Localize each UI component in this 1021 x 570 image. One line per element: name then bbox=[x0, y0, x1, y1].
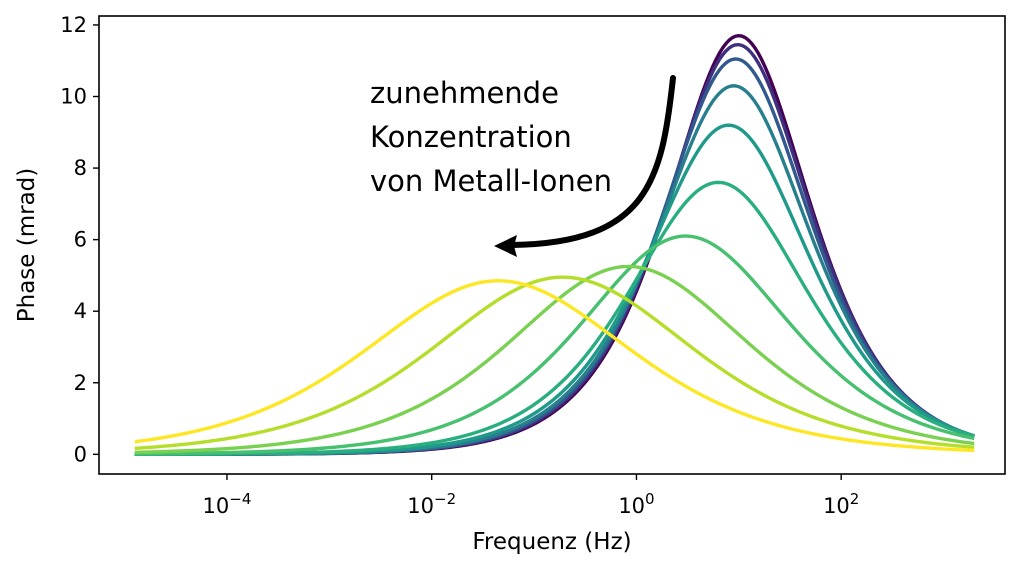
annotation-line-1: zunehmende bbox=[370, 76, 559, 110]
tick-layer: 0 2 4 6 8 10 12 10−4 10−2 100 102 bbox=[60, 13, 859, 518]
y-tick-label: 10 bbox=[60, 85, 87, 109]
x-tick-label: 102 bbox=[823, 490, 859, 518]
series-line-c10 bbox=[134, 279, 975, 453]
series-line-c6 bbox=[134, 180, 975, 456]
annotation-arrow-head bbox=[494, 235, 517, 257]
x-tick-label: 100 bbox=[618, 490, 654, 518]
series-line-c9 bbox=[134, 275, 975, 451]
x-tick-label: 10−4 bbox=[203, 490, 252, 518]
annotation: zunehmende Konzentration von Metall-Ione… bbox=[370, 75, 676, 257]
y-axis-label: Phase (mrad) bbox=[14, 168, 40, 323]
y-tick-label: 6 bbox=[74, 228, 87, 252]
y-tick-label: 8 bbox=[74, 156, 87, 180]
y-tick-label: 12 bbox=[60, 13, 87, 37]
series-layer bbox=[134, 33, 975, 456]
series-line-c8 bbox=[134, 264, 975, 455]
plot-frame bbox=[98, 15, 1006, 475]
y-tick-label: 0 bbox=[74, 442, 87, 466]
y-tick-label: 4 bbox=[74, 299, 87, 323]
y-tick-label: 2 bbox=[74, 371, 87, 395]
x-tick-label: 10−2 bbox=[407, 490, 456, 518]
series-line-c7 bbox=[134, 234, 975, 456]
annotation-arrow-shaft bbox=[509, 75, 676, 248]
x-axis-label: Frequenz (Hz) bbox=[472, 529, 631, 555]
annotation-line-2: Konzentration bbox=[370, 120, 572, 154]
annotation-line-3: von Metall-Ionen bbox=[370, 164, 612, 198]
